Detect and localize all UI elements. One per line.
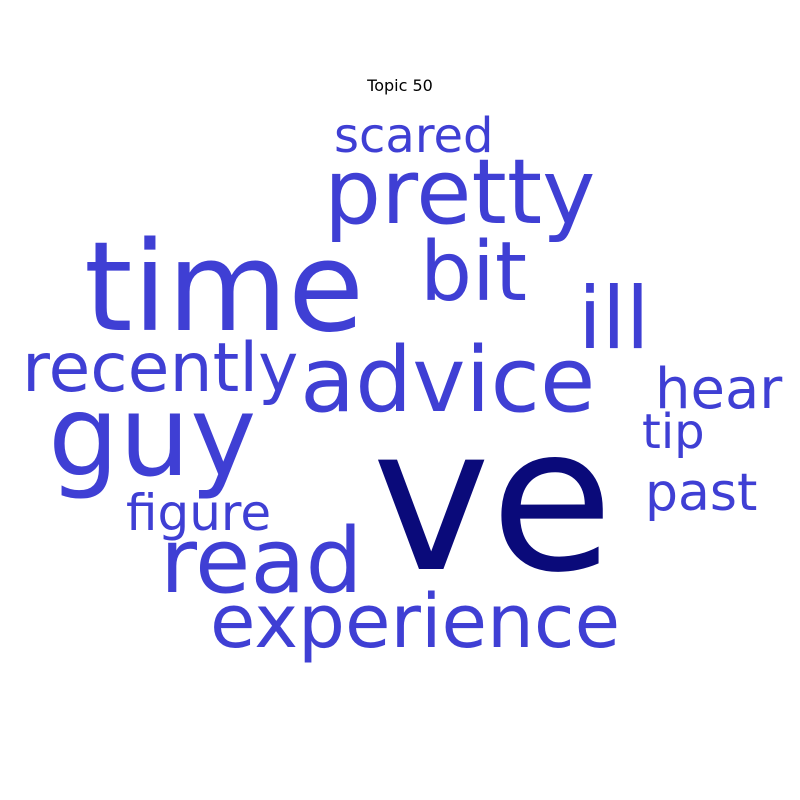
word-recently: recently	[22, 329, 298, 408]
word-experience: experience	[210, 579, 620, 665]
word-read: read	[160, 509, 363, 614]
chart-title: Topic 50	[367, 76, 433, 95]
word-bit: bit	[420, 225, 527, 320]
word-time: time	[84, 216, 364, 360]
word-hear: hear	[655, 357, 783, 422]
word-ill: ill	[578, 269, 650, 369]
word-tip: tip	[642, 404, 705, 460]
word-past: past	[645, 463, 757, 523]
word-pretty: pretty	[324, 140, 595, 245]
word-ve: ve	[372, 384, 613, 617]
word-advice: advice	[300, 328, 595, 433]
word-figure: figure	[126, 484, 271, 542]
word-scared: scared	[334, 108, 494, 164]
word-guy: guy	[48, 372, 256, 502]
